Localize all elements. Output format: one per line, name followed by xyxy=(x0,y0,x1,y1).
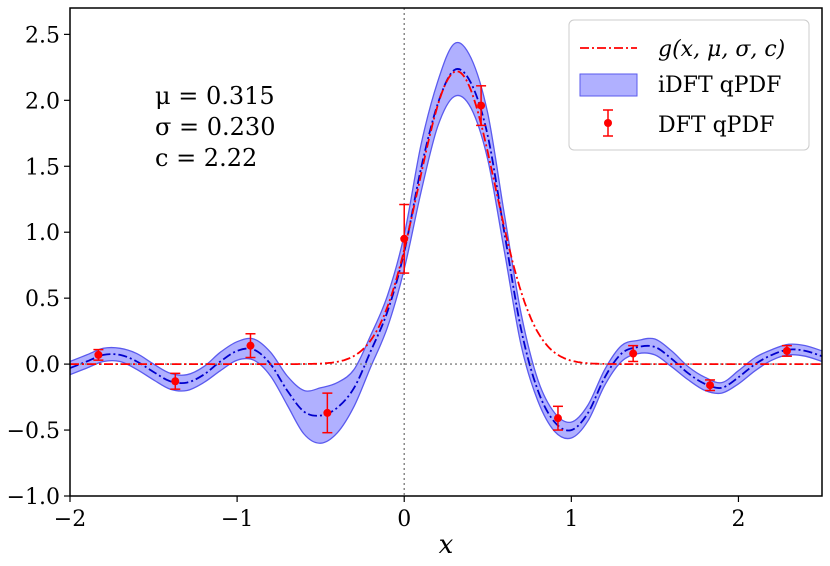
y-tick-label: −1.0 xyxy=(7,485,60,510)
dft-point xyxy=(323,408,332,417)
idft-band-lower-edge xyxy=(70,94,822,444)
idft-band-fill xyxy=(70,42,822,444)
x-tick-label: −1 xyxy=(221,507,253,532)
y-tick-label: 0.0 xyxy=(25,353,60,378)
legend-errorbar-marker xyxy=(604,119,612,127)
x-tick-label: 1 xyxy=(564,507,578,532)
axis-ticks: −2 −1 0 1 2 −1.0 −0.5 0.0 0.5 1.0 1.5 2.0 2.5 xyxy=(7,23,746,532)
dft-point xyxy=(553,414,562,423)
y-tick-label: 1.0 xyxy=(25,221,60,246)
dft-point xyxy=(706,381,715,390)
parameter-annotations: μ = 0.315 σ = 0.230 c = 2.22 xyxy=(155,82,275,172)
x-tick-label: 0 xyxy=(397,507,411,532)
annotation-sigma: σ = 0.230 xyxy=(155,113,275,141)
plot-data-layer xyxy=(70,8,822,496)
y-tick-label: 2.5 xyxy=(25,23,60,48)
y-tick-label: −0.5 xyxy=(7,419,60,444)
dft-point xyxy=(94,350,103,359)
legend-label-g: g(x, μ, σ, c) xyxy=(658,37,785,62)
dft-point xyxy=(400,234,409,243)
legend-label-idft: iDFT qPDF xyxy=(658,73,781,98)
annotation-c: c = 2.22 xyxy=(155,144,257,172)
x-tick-label: −2 xyxy=(54,507,86,532)
idft-band-upper-edge xyxy=(70,41,822,424)
y-tick-label: 0.5 xyxy=(25,287,60,312)
y-tick-label: 1.5 xyxy=(25,155,60,180)
dft-point xyxy=(782,346,791,355)
legend-band-swatch xyxy=(579,73,638,97)
dft-point xyxy=(246,341,255,350)
legend-label-dft: DFT qPDF xyxy=(658,113,774,138)
legend-box xyxy=(568,19,810,151)
annotation-mu: μ = 0.315 xyxy=(155,82,275,110)
dft-point xyxy=(171,377,180,386)
dft-point xyxy=(629,349,638,358)
model-curve-g xyxy=(70,70,822,366)
x-axis-label: x xyxy=(439,530,454,560)
legend: g(x, μ, σ, c) iDFT qPDF DFT qPDF xyxy=(568,19,810,151)
x-tick-label: 2 xyxy=(731,507,745,532)
y-tick-label: 2.0 xyxy=(25,89,60,114)
plot-frame xyxy=(69,7,823,497)
dft-point xyxy=(477,101,486,110)
